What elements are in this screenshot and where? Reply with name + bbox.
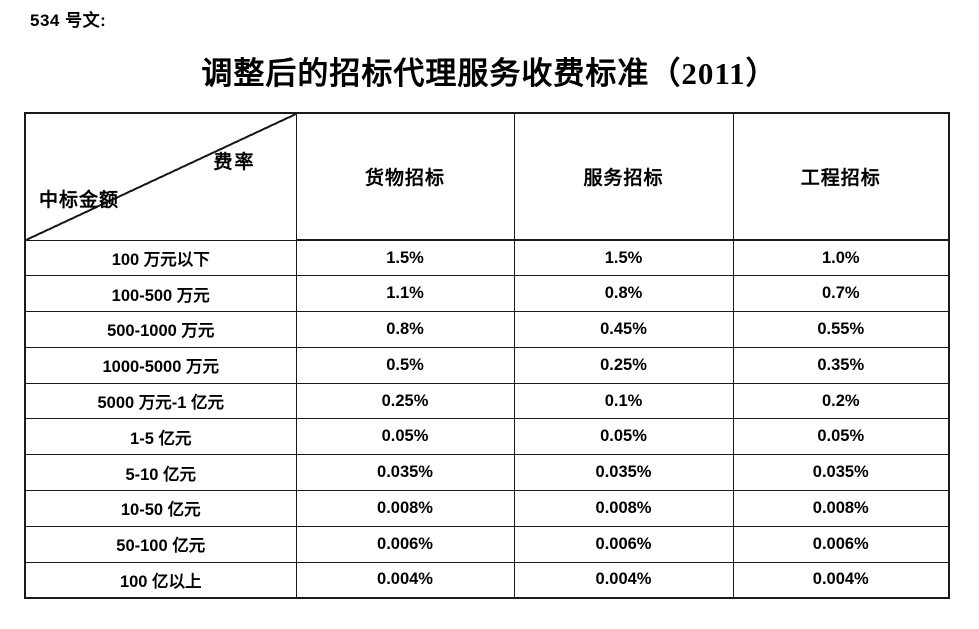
column-header-goods-bidding: 货物招标 (295, 112, 515, 241)
fee-rate-value: 0.035% (732, 454, 950, 492)
fee-rate-value: 0.004% (732, 561, 950, 599)
fee-rate-value: 0.45% (513, 311, 734, 348)
table-row: 5-10 亿元 0.035% 0.035% 0.035% (24, 454, 950, 492)
fee-rate-value: 0.05% (295, 418, 515, 456)
page-title: 调整后的招标代理服务收费标准（2011） (201, 56, 778, 91)
row-label-bid-amount: 100 万元以下 (24, 239, 297, 277)
diagonal-corner-cell: 费率 中标金额 (24, 112, 297, 241)
fee-rate-value: 0.05% (732, 418, 950, 456)
table-row: 10-50 亿元 0.008% 0.008% 0.008% (24, 490, 950, 527)
fee-rate-value: 0.25% (295, 382, 515, 420)
row-label-bid-amount: 100 亿以上 (24, 561, 297, 599)
table-row: 50-100 亿元 0.006% 0.006% 0.006% (24, 525, 950, 563)
fee-rate-value: 0.8% (295, 311, 515, 348)
fee-rate-value: 0.55% (732, 311, 950, 348)
row-label-bid-amount: 1-5 亿元 (24, 418, 297, 456)
table-row: 100-500 万元 1.1% 0.8% 0.7% (24, 275, 950, 313)
table-row: 100 亿以上 0.004% 0.004% 0.004% (24, 561, 950, 599)
fee-rate-value: 0.25% (513, 346, 734, 384)
doc-number: 534 号文: (30, 11, 107, 30)
table-header-row: 费率 中标金额 货物招标 服务招标 工程招标 (24, 112, 950, 241)
fee-rate-value: 0.2% (732, 382, 950, 420)
row-label-bid-amount: 10-50 亿元 (24, 490, 297, 527)
fee-table-body: 100 万元以下 1.5% 1.5% 1.0% 100-500 万元 1.1% 0.8% 0.… (24, 239, 950, 599)
table-row: 500-1000 万元 0.8% 0.45% 0.55% (24, 311, 950, 348)
fee-rate-value: 1.0% (732, 239, 950, 277)
fee-rate-value: 0.004% (295, 561, 515, 599)
fee-rate-value: 1.5% (295, 239, 515, 277)
fee-rate-value: 0.008% (295, 490, 515, 527)
fee-rate-value: 0.004% (513, 561, 734, 599)
row-label-bid-amount: 100-500 万元 (24, 275, 297, 313)
row-label-bid-amount: 5000 万元-1 亿元 (24, 382, 297, 420)
fee-rate-value: 1.5% (513, 239, 734, 277)
row-label-bid-amount: 5-10 亿元 (24, 454, 297, 492)
fee-rate-value: 0.035% (295, 454, 515, 492)
fee-rate-value: 0.008% (513, 490, 734, 527)
column-header-engineering-bidding: 工程招标 (732, 112, 950, 241)
corner-label-rate: 费率 (213, 152, 256, 173)
row-label-bid-amount: 1000-5000 万元 (24, 346, 297, 384)
table-row: 1000-5000 万元 0.5% 0.25% 0.35% (24, 346, 950, 384)
table-row: 1-5 亿元 0.05% 0.05% 0.05% (24, 418, 950, 456)
fee-rate-value: 0.035% (513, 454, 734, 492)
fee-rate-value: 0.35% (732, 346, 950, 384)
fee-rate-value: 0.1% (513, 382, 734, 420)
table-row: 5000 万元-1 亿元 0.25% 0.1% 0.2% (24, 382, 950, 420)
fee-rate-value: 0.05% (513, 418, 734, 456)
fee-rate-value: 0.006% (513, 525, 734, 563)
fee-rate-value: 0.006% (295, 525, 515, 563)
fee-rate-value: 1.1% (295, 275, 515, 313)
fee-rate-value: 0.008% (732, 490, 950, 527)
fee-rate-value: 0.006% (732, 525, 950, 563)
fee-rate-value: 0.7% (732, 275, 950, 313)
column-header-service-bidding: 服务招标 (513, 112, 734, 241)
row-label-bid-amount: 50-100 亿元 (24, 525, 297, 563)
fee-rate-value: 0.5% (295, 346, 515, 384)
fee-rate-table: 费率 中标金额 货物招标 服务招标 工程招标 100 万元以下 1.5% 1.5% 1… (24, 112, 950, 599)
table-row: 100 万元以下 1.5% 1.5% 1.0% (24, 239, 950, 277)
fee-rate-value: 0.8% (513, 275, 734, 313)
corner-label-bid-amount: 中标金额 (39, 189, 120, 211)
row-label-bid-amount: 500-1000 万元 (24, 311, 297, 348)
